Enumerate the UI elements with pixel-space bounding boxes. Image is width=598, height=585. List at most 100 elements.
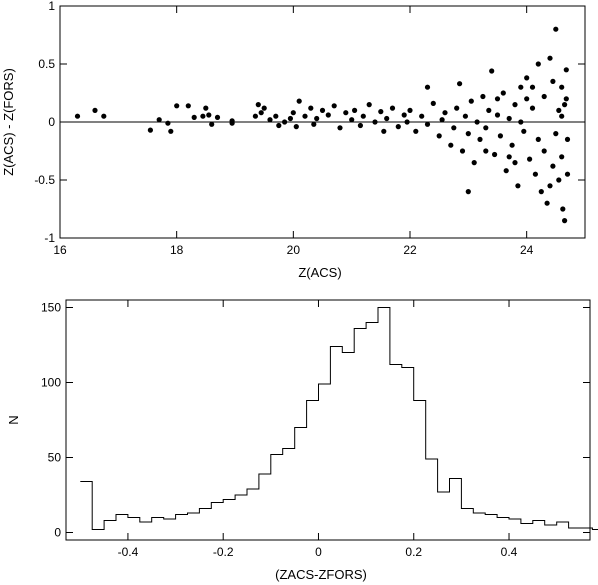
scatter-point <box>562 218 568 224</box>
scatter-point <box>457 81 463 87</box>
scatter-point <box>352 107 358 113</box>
scatter-point <box>462 113 468 119</box>
scatter-y-tick-label: 0 <box>48 115 55 129</box>
scatter-point <box>287 115 293 122</box>
scatter-point <box>529 105 536 111</box>
scatter-point <box>506 154 512 160</box>
scatter-x-tick-label: 24 <box>520 243 534 257</box>
scatter-point <box>529 84 536 90</box>
scatter-point <box>401 112 407 118</box>
scatter-point <box>311 121 317 127</box>
histogram-y-tick-label: 50 <box>48 451 62 465</box>
scatter-y-axis-label: Z(ACS) - Z(FORS) <box>1 68 16 176</box>
scatter-point <box>559 154 565 160</box>
scatter-point <box>337 125 343 131</box>
scatter-y-tick-label: 1 <box>48 0 55 13</box>
scatter-point <box>430 100 436 106</box>
scatter-point <box>547 183 553 189</box>
scatter-point <box>489 68 495 74</box>
scatter-point <box>494 96 501 102</box>
scatter-point <box>564 136 571 142</box>
scatter-point <box>174 103 180 109</box>
scatter-point <box>261 105 267 111</box>
scatter-point <box>492 151 498 158</box>
scatter-point <box>556 107 562 113</box>
scatter-point <box>564 171 571 177</box>
scatter-point <box>267 117 273 123</box>
scatter-point <box>319 107 326 113</box>
scatter-point <box>538 189 544 195</box>
scatter-point <box>544 200 550 206</box>
scatter-point <box>480 93 486 100</box>
histogram-plot-frame <box>65 299 591 541</box>
scatter-point <box>314 115 320 122</box>
scatter-point <box>448 142 454 148</box>
scatter-point <box>366 102 372 108</box>
scatter-point <box>559 84 565 90</box>
scatter-point <box>535 61 541 67</box>
scatter-x-axis-label: Z(ACS) <box>298 265 341 280</box>
scatter-point <box>229 120 235 126</box>
scatter-point <box>483 125 489 131</box>
scatter-point <box>483 148 489 154</box>
histogram-y-tick-label: 0 <box>54 526 61 540</box>
scatter-point <box>168 128 174 134</box>
scatter-point <box>407 107 413 113</box>
scatter-point <box>191 114 197 120</box>
scatter-point <box>541 93 547 100</box>
histogram-x-axis-label: (ZACS-ZFORS) <box>275 567 367 582</box>
scatter-point <box>331 103 337 109</box>
scatter-point <box>273 113 279 119</box>
scatter-point <box>343 110 349 116</box>
scatter-point <box>559 113 565 119</box>
scatter-point <box>439 117 445 123</box>
scatter-point <box>550 78 556 84</box>
scatter-plot-area: 16 18 20 22 24 -1 -0.5 0 0.5 1 <box>34 0 586 257</box>
scatter-point <box>378 109 384 115</box>
scatter-point <box>156 117 162 123</box>
scatter-point <box>214 114 221 120</box>
scatter-point <box>563 67 569 73</box>
scatter-point <box>459 148 466 154</box>
scatter-point <box>206 112 212 118</box>
scatter-point <box>308 105 314 111</box>
scatter-point <box>465 189 471 195</box>
scatter-point <box>512 102 518 108</box>
scatter-point <box>419 113 425 119</box>
scatter-point <box>486 107 492 113</box>
histogram-x-tick-label: 0.4 <box>501 545 518 559</box>
scatter-point <box>477 136 483 142</box>
scatter-point <box>509 142 515 148</box>
scatter-point <box>500 90 506 96</box>
scatter-point <box>360 113 366 119</box>
scatter-point <box>474 119 480 125</box>
scatter-point <box>494 112 501 118</box>
scatter-point <box>454 105 460 111</box>
scatter-point <box>424 84 431 90</box>
scatter-point <box>147 127 153 133</box>
scatter-point <box>535 136 541 142</box>
scatter-point <box>424 121 431 127</box>
histogram-x-tick-label: -0.2 <box>213 545 234 559</box>
scatter-point <box>74 113 81 119</box>
scatter-point <box>384 115 390 122</box>
scatter-point <box>442 110 448 116</box>
scatter-point <box>518 84 524 90</box>
scatter-point <box>524 96 530 102</box>
scatter-point <box>255 102 261 108</box>
scatter-point <box>521 128 527 134</box>
scatter-point <box>209 121 215 127</box>
scatter-point <box>471 160 477 166</box>
scatter-y-tick-label: -0.5 <box>34 173 55 187</box>
scatter-point <box>436 133 442 139</box>
scatter-point <box>527 156 533 162</box>
scatter-panel: 16 18 20 22 24 -1 -0.5 0 0.5 1 Z(ACS) Z(ACS) - Z(… <box>1 0 586 280</box>
histogram-x-tick-label: 0 <box>315 545 322 559</box>
scatter-point <box>497 133 503 139</box>
scatter-point <box>562 102 568 108</box>
scatter-point <box>325 112 331 118</box>
scatter-x-tick-label: 18 <box>170 243 184 257</box>
scatter-point <box>302 113 308 119</box>
histogram-panel: -0.4 -0.2 0 0.2 0.4 0 50 100 150 (ZACS-ZFORS) N <box>6 299 598 582</box>
